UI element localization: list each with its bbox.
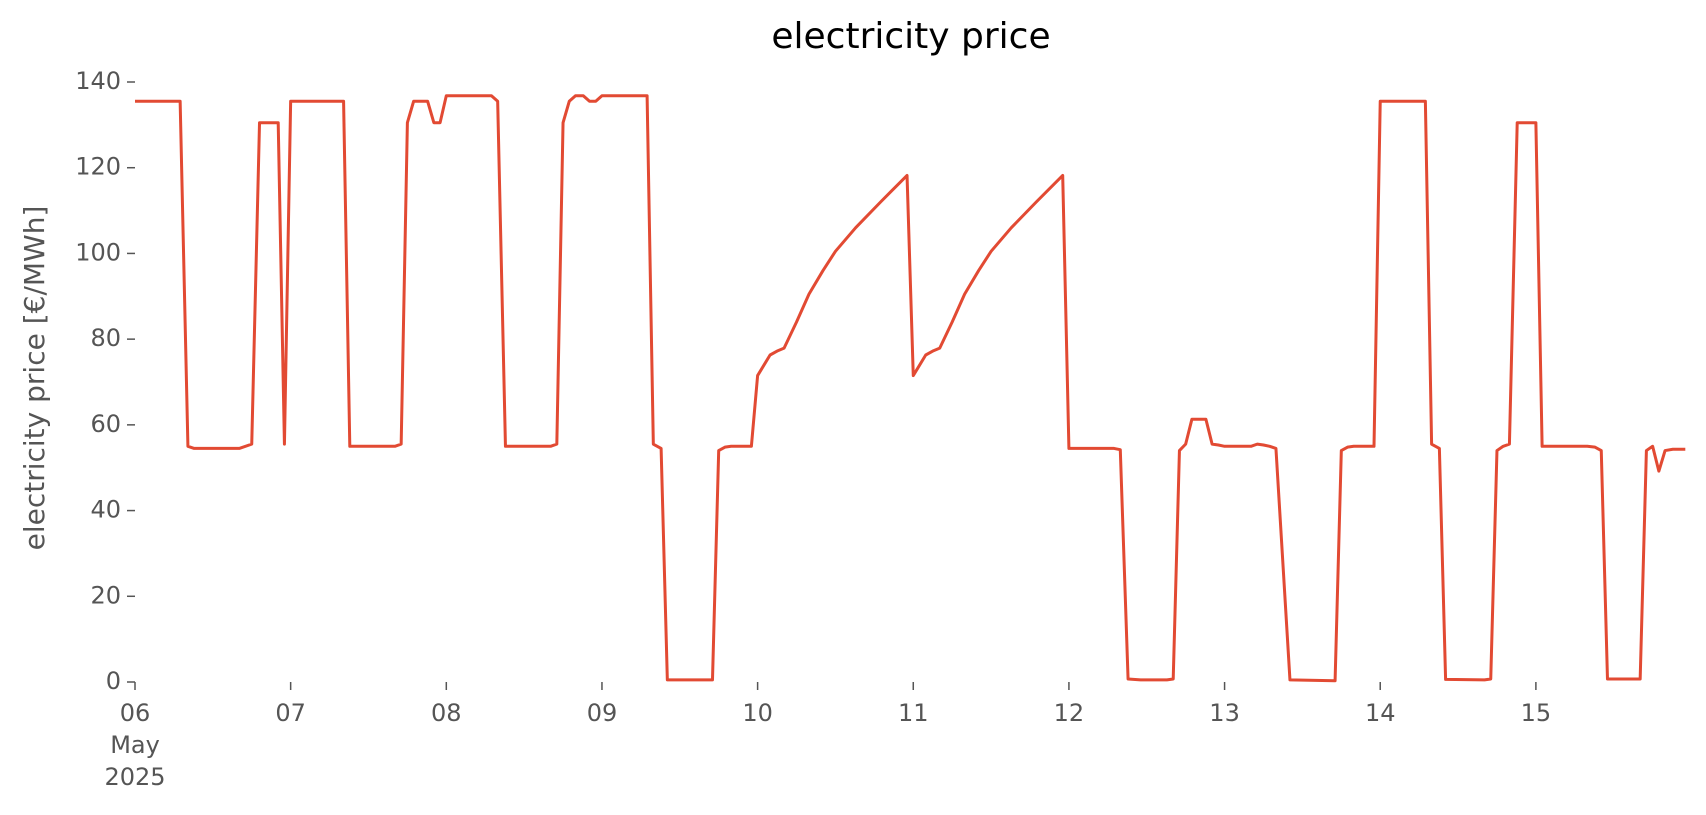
x-tick-label: 15 <box>1521 699 1552 727</box>
x-tick-label: 13 <box>1209 699 1240 727</box>
x-tick-label: 10 <box>742 699 773 727</box>
y-tick-label: 120 <box>75 153 121 181</box>
x-tick-label: 14 <box>1365 699 1396 727</box>
chart-title: electricity price <box>771 16 1050 57</box>
y-tick-label: 0 <box>106 667 121 695</box>
x-tick-label: 12 <box>1054 699 1085 727</box>
price-line <box>135 94 1686 683</box>
y-axis-label: electricity price [€/MWh] <box>18 206 51 551</box>
x-tick-label: 11 <box>898 699 929 727</box>
x-tick-sublabel: 2025 <box>104 763 165 791</box>
x-tick-sublabel: May <box>110 731 160 759</box>
x-tick-label: 07 <box>275 699 306 727</box>
y-tick-label: 20 <box>90 581 121 609</box>
y-tick-label: 80 <box>90 324 121 352</box>
x-tick-label: 09 <box>587 699 618 727</box>
y-tick-label: 60 <box>90 410 121 438</box>
x-tick-label: 06 <box>120 699 151 727</box>
y-tick-label: 140 <box>75 67 121 95</box>
y-tick-label: 40 <box>90 496 121 524</box>
y-tick-label: 100 <box>75 238 121 266</box>
x-tick-label: 08 <box>431 699 462 727</box>
